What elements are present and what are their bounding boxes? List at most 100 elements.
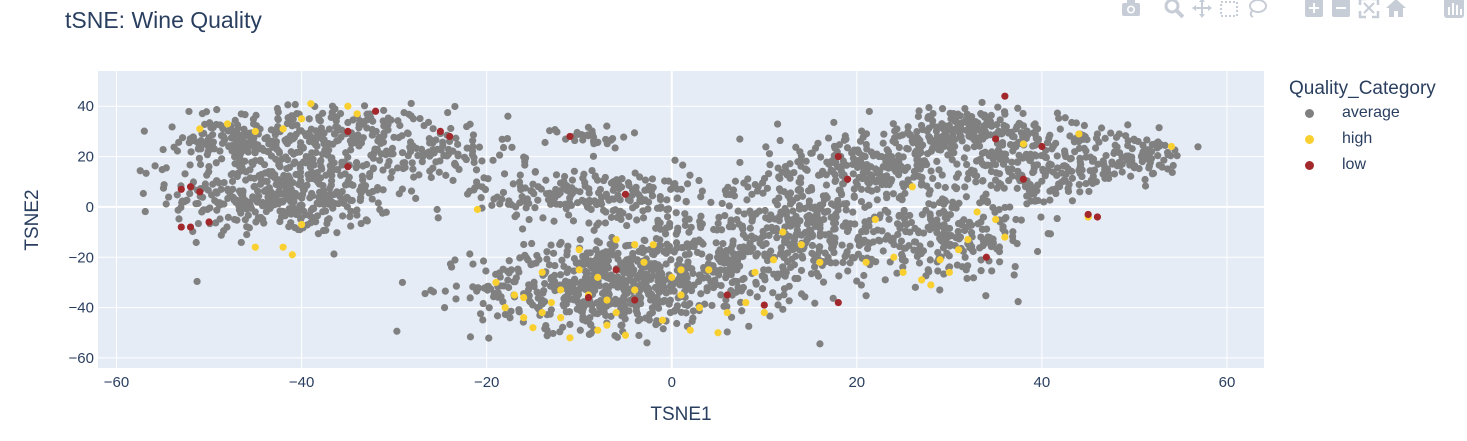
point-average[interactable] bbox=[189, 136, 197, 145]
point-average[interactable] bbox=[746, 224, 754, 232]
point-average[interactable] bbox=[403, 129, 411, 137]
point-average[interactable] bbox=[952, 234, 960, 242]
point-average[interactable] bbox=[940, 270, 948, 278]
point-high[interactable] bbox=[1167, 142, 1176, 151]
point-average[interactable] bbox=[434, 214, 442, 222]
point-average[interactable] bbox=[948, 156, 956, 164]
point-average[interactable] bbox=[633, 310, 642, 318]
point-average[interactable] bbox=[656, 236, 664, 244]
point-average[interactable] bbox=[507, 307, 515, 315]
point-average[interactable] bbox=[721, 211, 729, 220]
point-average[interactable] bbox=[213, 177, 221, 185]
point-average[interactable] bbox=[181, 170, 189, 178]
point-average[interactable] bbox=[444, 108, 452, 117]
point-low[interactable] bbox=[177, 185, 185, 193]
point-average[interactable] bbox=[398, 185, 406, 193]
point-average[interactable] bbox=[274, 157, 283, 165]
point-average[interactable] bbox=[661, 177, 669, 185]
point-average[interactable] bbox=[763, 256, 772, 265]
point-average[interactable] bbox=[932, 225, 941, 234]
point-average[interactable] bbox=[663, 196, 671, 204]
point-average[interactable] bbox=[265, 194, 273, 202]
point-average[interactable] bbox=[734, 283, 742, 291]
point-average[interactable] bbox=[407, 187, 416, 195]
point-average[interactable] bbox=[1001, 203, 1009, 212]
point-average[interactable] bbox=[292, 170, 300, 179]
point-average[interactable] bbox=[440, 151, 448, 160]
point-average[interactable] bbox=[787, 221, 795, 229]
point-average[interactable] bbox=[559, 323, 567, 331]
point-average[interactable] bbox=[968, 120, 977, 128]
point-average[interactable] bbox=[885, 179, 893, 188]
point-average[interactable] bbox=[1115, 130, 1123, 138]
point-average[interactable] bbox=[662, 260, 670, 268]
point-average[interactable] bbox=[636, 173, 644, 181]
point-average[interactable] bbox=[601, 219, 610, 227]
point-average[interactable] bbox=[808, 241, 817, 250]
point-average[interactable] bbox=[293, 121, 301, 129]
point-average[interactable] bbox=[1148, 141, 1156, 149]
point-average[interactable] bbox=[623, 241, 631, 250]
point-average[interactable] bbox=[1030, 164, 1038, 173]
point-average[interactable] bbox=[237, 189, 245, 197]
point-average[interactable] bbox=[317, 163, 325, 171]
point-average[interactable] bbox=[985, 152, 993, 160]
point-average[interactable] bbox=[360, 102, 369, 110]
point-average[interactable] bbox=[785, 297, 793, 305]
point-average[interactable] bbox=[426, 167, 434, 175]
point-high[interactable] bbox=[297, 220, 306, 229]
point-average[interactable] bbox=[889, 159, 898, 167]
point-average[interactable] bbox=[996, 155, 1004, 163]
point-average[interactable] bbox=[853, 181, 861, 189]
point-low[interactable] bbox=[843, 175, 852, 183]
point-average[interactable] bbox=[687, 223, 695, 231]
point-average[interactable] bbox=[738, 275, 747, 284]
point-average[interactable] bbox=[1012, 125, 1020, 133]
point-average[interactable] bbox=[585, 189, 593, 197]
point-average[interactable] bbox=[834, 163, 842, 171]
point-average[interactable] bbox=[327, 177, 336, 185]
point-average[interactable] bbox=[358, 172, 367, 180]
point-average[interactable] bbox=[1004, 129, 1013, 137]
point-average[interactable] bbox=[587, 329, 595, 337]
point-low[interactable] bbox=[1019, 175, 1027, 183]
point-average[interactable] bbox=[306, 194, 314, 202]
point-average[interactable] bbox=[1013, 184, 1021, 192]
point-average[interactable] bbox=[531, 168, 539, 176]
point-average[interactable] bbox=[518, 225, 527, 233]
point-average[interactable] bbox=[683, 180, 692, 188]
point-average[interactable] bbox=[248, 158, 256, 166]
point-average[interactable] bbox=[911, 283, 919, 291]
point-average[interactable] bbox=[1031, 120, 1039, 128]
point-average[interactable] bbox=[509, 180, 517, 188]
point-average[interactable] bbox=[657, 242, 665, 250]
point-average[interactable] bbox=[604, 264, 613, 272]
point-average[interactable] bbox=[564, 291, 572, 299]
point-low[interactable] bbox=[1038, 142, 1046, 151]
point-average[interactable] bbox=[1075, 180, 1083, 189]
point-average[interactable] bbox=[278, 180, 287, 188]
point-average[interactable] bbox=[754, 183, 762, 191]
point-average[interactable] bbox=[728, 291, 736, 299]
point-average[interactable] bbox=[863, 244, 872, 253]
point-high[interactable] bbox=[992, 215, 1000, 224]
point-average[interactable] bbox=[293, 110, 301, 118]
point-average[interactable] bbox=[982, 190, 990, 198]
point-average[interactable] bbox=[955, 199, 963, 207]
point-average[interactable] bbox=[194, 199, 202, 208]
point-average[interactable] bbox=[987, 242, 995, 251]
point-average[interactable] bbox=[175, 215, 183, 223]
point-average[interactable] bbox=[916, 165, 924, 173]
point-average[interactable] bbox=[786, 242, 794, 250]
point-average[interactable] bbox=[617, 260, 625, 268]
point-average[interactable] bbox=[907, 218, 916, 227]
point-average[interactable] bbox=[373, 186, 381, 194]
point-average[interactable] bbox=[939, 207, 948, 215]
point-average[interactable] bbox=[664, 205, 672, 213]
point-high[interactable] bbox=[936, 256, 944, 264]
point-average[interactable] bbox=[987, 111, 995, 119]
point-average[interactable] bbox=[842, 161, 851, 169]
point-average[interactable] bbox=[607, 213, 616, 221]
point-average[interactable] bbox=[962, 193, 971, 201]
point-high[interactable] bbox=[760, 309, 768, 317]
